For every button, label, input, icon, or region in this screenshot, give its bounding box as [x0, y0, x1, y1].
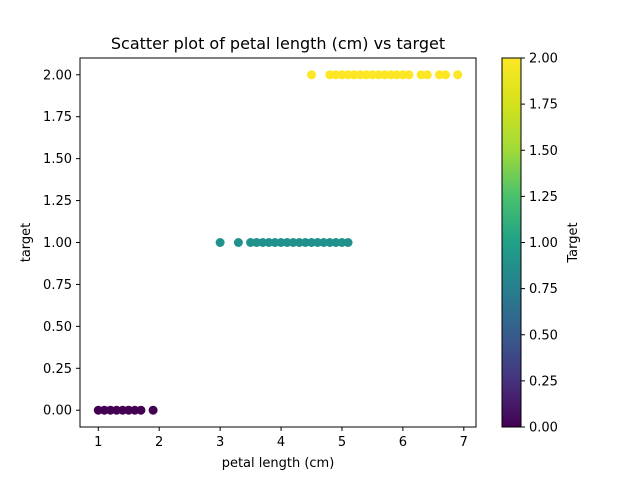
y-axis-label: target	[19, 223, 34, 263]
data-point-target-2	[453, 70, 463, 80]
y-tick-label: 2.00	[43, 68, 72, 83]
x-axis-label: petal length (cm)	[222, 456, 335, 471]
data-point-target-1	[233, 238, 243, 247]
colorbar-tick-label: 1.75	[529, 98, 558, 113]
y-tick-label: 1.50	[43, 152, 72, 167]
colorbar-label: Target	[566, 222, 581, 263]
x-tick-label: 5	[338, 435, 346, 450]
colorbar-tick-label: 2.00	[529, 52, 558, 67]
colorbar-tick-label: 1.50	[529, 144, 558, 159]
data-point-target-1	[215, 238, 225, 247]
x-tick-label: 6	[399, 435, 407, 450]
colorbar	[501, 57, 522, 428]
data-point-target-2	[307, 70, 317, 80]
x-tick-label: 1	[94, 435, 102, 450]
x-tick-label: 3	[216, 435, 224, 450]
y-axis: 0.00 0.25 0.50 0.75 1.00 1.25 1.50 1.75 2.00	[43, 68, 80, 419]
y-tick-label: 1.25	[43, 194, 72, 209]
chart-title: Scatter plot of petal length (cm) vs tar…	[111, 34, 445, 53]
y-tick-label: 1.00	[43, 236, 72, 251]
colorbar-tick-label: 0.00	[529, 421, 558, 436]
y-tick-label: 0.00	[43, 404, 72, 419]
x-tick-label: 7	[460, 435, 468, 450]
x-axis: 1 2 3 4 5 6 7	[94, 427, 468, 450]
y-tick-label: 0.50	[43, 320, 72, 335]
data-point-target-1	[343, 238, 353, 247]
y-tick-label: 0.75	[43, 278, 72, 293]
x-tick-label: 4	[277, 435, 285, 450]
data-point-target-2	[422, 70, 432, 80]
y-tick-label: 1.75	[43, 110, 72, 125]
colorbar-tick-label: 0.50	[529, 328, 558, 343]
data-point-target-2	[441, 70, 451, 80]
data-point-target-0	[148, 405, 158, 415]
colorbar-tick-label: 1.25	[529, 190, 558, 205]
colorbar-axis: 0.00 0.25 0.50 0.75 1.00 1.25 1.50 1.75 2.00	[521, 52, 558, 436]
colorbar-tick-label: 0.25	[529, 374, 558, 389]
y-tick-label: 0.25	[43, 362, 72, 377]
colorbar-tick-label: 0.75	[529, 282, 558, 297]
plot-area	[93, 70, 463, 415]
data-point-target-2	[404, 70, 414, 80]
data-point-target-0	[136, 405, 146, 415]
colorbar-tick-label: 1.00	[529, 236, 558, 251]
x-tick-label: 2	[155, 435, 163, 450]
